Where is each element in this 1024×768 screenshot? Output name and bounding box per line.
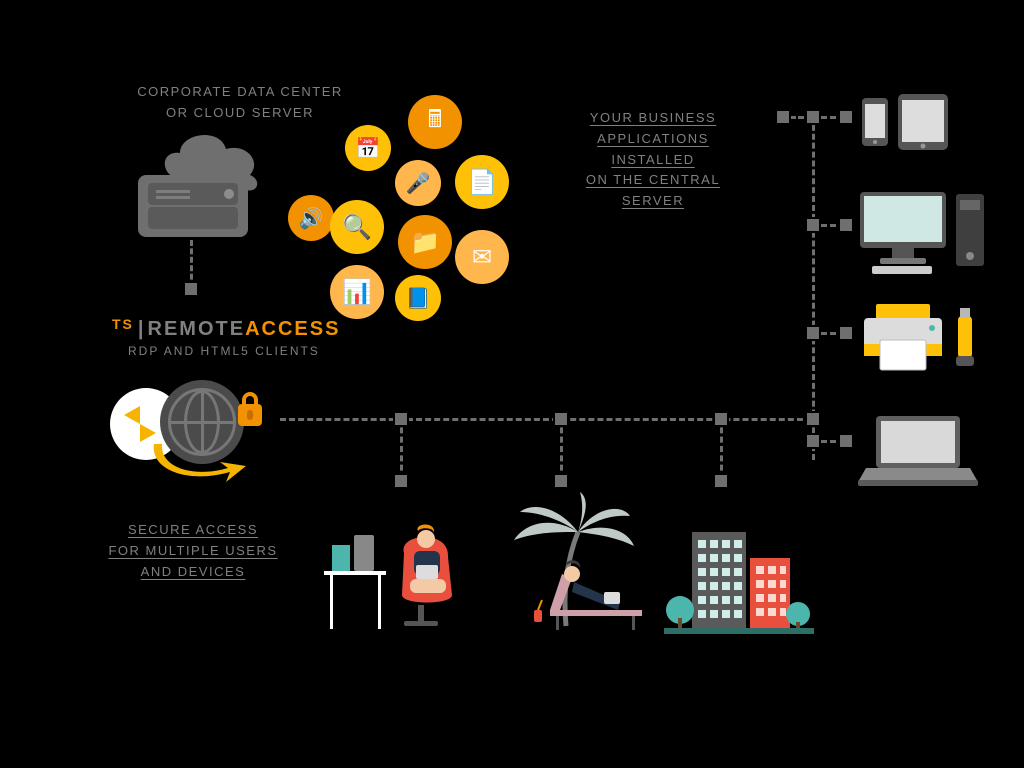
datacenter-label: CORPORATE DATA CENTEROR CLOUD SERVER [110, 82, 370, 124]
secure-access-label: SECURE ACCESSFOR MULTIPLE USERSAND DEVIC… [98, 520, 288, 582]
book-check-icon: 📘 [395, 275, 441, 321]
connector-node [393, 473, 409, 489]
connector-node [393, 411, 409, 427]
chart-icon: 📊 [330, 265, 384, 319]
home-office-scene [318, 505, 478, 640]
city-office-scene [664, 518, 814, 643]
connector-node [838, 325, 854, 341]
connector-node [553, 473, 569, 489]
laptop-icon [858, 410, 978, 495]
beach-remote-scene [492, 492, 652, 647]
mail-icon: ✉ [455, 230, 509, 284]
search-heart-icon: 🔍 [330, 200, 384, 254]
phone-tablet-icon [858, 92, 958, 157]
desktop-icon [858, 186, 988, 281]
calendar-icon: 📅 [345, 125, 391, 171]
printer-usb-icon [858, 300, 998, 385]
brand-subtitle: RDP AND HTML5 CLIENTS [128, 344, 320, 358]
folder-icon: 📁 [398, 215, 452, 269]
document-icon: 📄 [455, 155, 509, 209]
connector-node [805, 433, 821, 449]
connector-node [838, 433, 854, 449]
brand-access: ACCESS [245, 318, 340, 340]
lock-icon [238, 404, 262, 426]
connector-node [713, 411, 729, 427]
connector-node [775, 109, 791, 125]
connector-node [805, 217, 821, 233]
apps-label: YOUR BUSINESSAPPLICATIONSINSTALLEDON THE… [548, 108, 758, 212]
server-icon [138, 175, 248, 237]
connector-node [553, 411, 569, 427]
swoosh-arrow-icon [148, 436, 248, 484]
brand-logo: TS|REMOTEACCESS [112, 318, 340, 341]
connector-node [805, 325, 821, 341]
calculator-icon: 🖩 [408, 95, 462, 149]
connector-node [838, 217, 854, 233]
connector-node [713, 473, 729, 489]
brand-ts: TS [112, 316, 134, 332]
diagram-stage: CORPORATE DATA CENTEROR CLOUD SERVER 🔊📅 🖩… [0, 0, 1024, 768]
connector-node [838, 109, 854, 125]
connector-node [805, 109, 821, 125]
speaker-icon: 🔊 [288, 195, 334, 241]
arrow-left-icon [124, 406, 140, 424]
microphone-icon: 🎤 [395, 160, 441, 206]
connector-node [805, 411, 821, 427]
connector-node [183, 281, 199, 297]
brand-remote: REMOTE [148, 318, 246, 340]
